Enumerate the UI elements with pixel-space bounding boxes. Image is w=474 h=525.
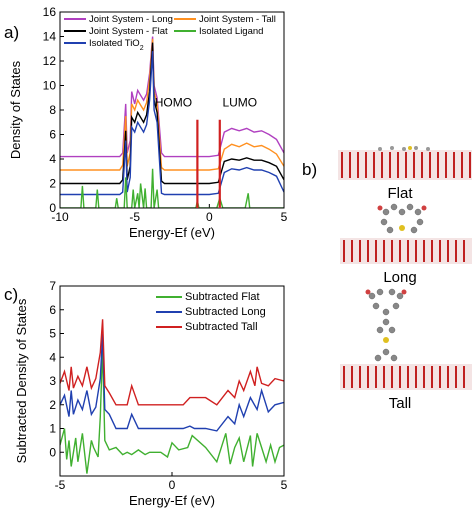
x-tick-label: 5 [281,210,288,224]
subtracted-chart-frame [59,285,285,477]
dos-chart-ticks: -10 -5 0 5 0 2 4 6 8 10 12 14 16 [43,5,288,224]
tall-molecule-image [340,288,472,390]
structure-long: Long [340,203,472,286]
y-tick-label: 1 [49,422,56,436]
flat-slab-image [338,146,472,180]
subtracted-chart-series [60,319,284,474]
structure-long-label: Long [383,269,416,286]
dos-chart-frame [59,11,285,209]
lumo-label: LUMO [222,95,257,109]
y-tick-label: 6 [49,128,56,142]
legend-label: Joint System - Flat [89,26,168,37]
subtracted-dos-chart: -5 0 5 0 1 2 3 4 5 6 7 Energy-Ef (eV) Subtracted D… [14,279,288,508]
series-sub_flat [60,347,284,474]
legend-label: Isolated TiO2 [89,38,144,52]
dos-chart-legend: Joint System - Long Joint System - Tall Jo… [64,14,276,52]
subtracted-chart-ylabel: Subtracted Density of States [14,298,29,463]
homo-lumo-annotations: HOMO LUMO [155,95,257,208]
y-tick-label: 6 [49,303,56,317]
dos-chart-xlabel: Energy-Ef (eV) [129,225,215,240]
panel-a-label: a) [4,23,19,42]
structure-flat: Flat [338,146,472,202]
series-ligand [60,168,284,208]
y-tick-label: 2 [49,177,56,191]
dos-chart-series [60,36,284,208]
dos-chart: -10 -5 0 5 0 2 4 6 8 10 12 14 16 Energy-Ef (eV) Dens… [8,5,288,240]
y-tick-label: 5 [49,327,56,341]
y-tick-label: 2 [49,398,56,412]
y-tick-label: 10 [43,79,57,93]
legend-label: Joint System - Tall [199,14,276,25]
legend-label: Isolated Ligand [199,26,263,37]
y-tick-label: 12 [43,54,57,68]
y-tick-label: 3 [49,374,56,388]
series-tio2 [60,51,284,196]
x-tick-label: 0 [206,210,213,224]
dos-chart-ylabel: Density of States [8,60,23,159]
y-tick-label: 16 [43,5,57,19]
structure-tall: Tall [340,288,472,412]
x-tick-label: 5 [281,478,288,492]
structure-flat-label: Flat [387,185,413,202]
x-tick-label: -10 [51,210,69,224]
series-flat [60,42,284,185]
legend-subscript: 2 [140,45,144,52]
series-sub_long [60,333,284,432]
series-sub_tall [60,319,284,406]
panel-b-label: b) [302,160,317,179]
subtracted-chart-legend: Subtracted Flat Subtracted Long Subtracted… [156,291,266,333]
y-tick-label: 4 [49,152,56,166]
x-tick-label: 0 [169,478,176,492]
y-tick-label: 14 [43,30,57,44]
legend-label: Subtracted Flat [185,291,260,303]
subtracted-chart-ticks: -5 0 5 0 1 2 3 4 5 6 7 [49,279,287,492]
legend-label: Joint System - Long [89,14,173,25]
subtracted-chart-xlabel: Energy-Ef (eV) [129,493,215,508]
structure-tall-label: Tall [389,395,412,412]
y-tick-label: 0 [49,445,56,459]
y-tick-label: 7 [49,279,56,293]
legend-label: Subtracted Long [185,306,266,318]
x-tick-label: -5 [55,478,66,492]
long-molecule-image [340,203,472,264]
legend-label: Subtracted Tall [185,321,258,333]
y-tick-label: 4 [49,350,56,364]
y-tick-label: 8 [49,103,56,117]
panel-c-label: c) [4,285,18,304]
x-tick-label: -5 [129,210,140,224]
y-tick-label: 0 [49,201,56,215]
homo-label: HOMO [155,95,192,109]
